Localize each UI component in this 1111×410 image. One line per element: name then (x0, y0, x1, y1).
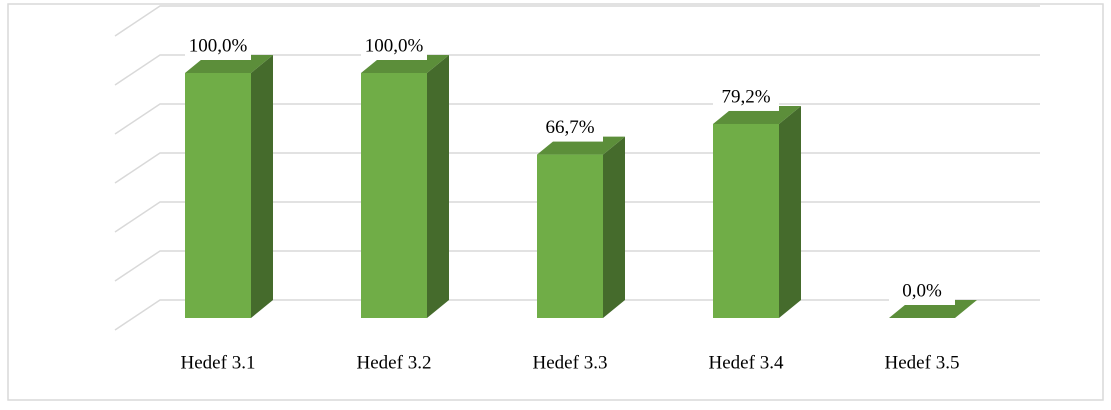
value-label: 100,0% (365, 35, 424, 56)
grid-line (114, 54, 1040, 86)
bar-side (779, 105, 801, 319)
value-label-bg (713, 84, 779, 111)
bar (361, 73, 427, 318)
value-label: 100,0% (189, 35, 248, 56)
x-tick-label: Hedef 3.4 (709, 352, 784, 373)
value-label-bg (361, 34, 427, 60)
value-label-bg (889, 279, 955, 305)
x-tick-label: Hedef 3.5 (885, 352, 960, 373)
x-tick-label: Hedef 3.3 (533, 352, 608, 373)
x-tick-label: Hedef 3.1 (181, 352, 256, 373)
x-tick-label: Hedef 3.2 (357, 352, 432, 373)
grid-line (114, 5, 1040, 37)
bar-side (427, 55, 449, 318)
bar (713, 123, 779, 319)
bar (185, 73, 251, 318)
value-label: 66,7% (545, 117, 594, 138)
value-label-bg (185, 34, 251, 60)
bar (537, 154, 603, 318)
bar-side (251, 55, 273, 318)
bar-side (603, 136, 625, 318)
value-label-bg (537, 115, 603, 142)
value-label: 79,2% (721, 86, 770, 107)
value-label: 0,0% (902, 280, 942, 301)
